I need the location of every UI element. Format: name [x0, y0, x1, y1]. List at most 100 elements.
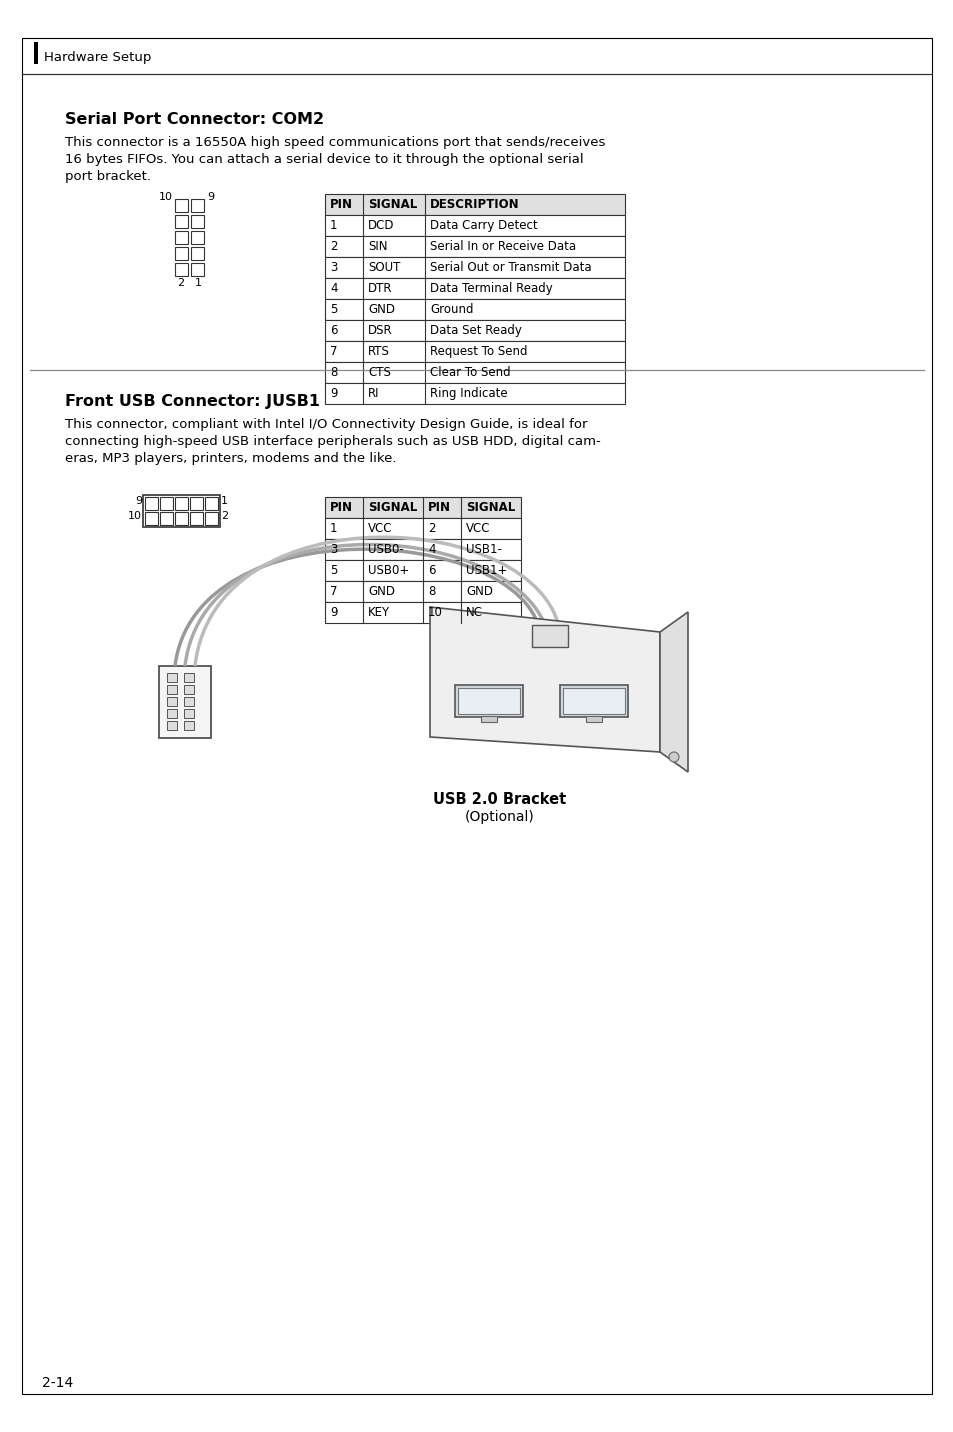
Bar [191, 231, 204, 243]
Text: DCD: DCD [368, 219, 395, 232]
Text: CTS: CTS [368, 367, 391, 379]
Text: RI: RI [368, 387, 379, 400]
Bar [325, 193, 624, 215]
Text: 8: 8 [330, 367, 337, 379]
Text: This connector, compliant with Intel I/O Connectivity Design Guide, is ideal for: This connector, compliant with Intel I/O… [65, 418, 587, 431]
Text: Ring Indicate: Ring Indicate [430, 387, 507, 400]
Bar [143, 495, 220, 527]
Text: USB0-: USB0- [368, 543, 403, 556]
Text: 9: 9 [330, 387, 337, 400]
Polygon shape [659, 611, 687, 772]
Text: 2-14: 2-14 [42, 1376, 73, 1390]
Bar [325, 581, 520, 601]
Text: 7: 7 [330, 586, 337, 599]
Text: 4: 4 [428, 543, 435, 556]
Text: 9: 9 [134, 495, 142, 505]
Bar [325, 560, 520, 581]
Bar [585, 716, 601, 722]
Text: 7: 7 [330, 345, 337, 358]
Text: 2: 2 [221, 511, 228, 521]
Text: 10: 10 [159, 192, 172, 202]
Text: 10: 10 [428, 606, 442, 619]
Text: 3: 3 [330, 543, 337, 556]
Bar [174, 231, 188, 243]
Bar [184, 697, 193, 706]
Text: USB1-: USB1- [465, 543, 501, 556]
Text: 16 bytes FIFOs. You can attach a serial device to it through the optional serial: 16 bytes FIFOs. You can attach a serial … [65, 153, 583, 166]
Bar [174, 199, 188, 212]
Bar [174, 513, 188, 526]
Bar [532, 624, 567, 647]
Bar [191, 263, 204, 276]
Text: SIGNAL: SIGNAL [465, 501, 515, 514]
Bar [159, 666, 211, 737]
Text: GND: GND [368, 304, 395, 316]
Bar [325, 319, 624, 341]
Bar [167, 720, 177, 730]
Text: SIGNAL: SIGNAL [368, 198, 416, 211]
Circle shape [668, 752, 679, 762]
Bar [325, 497, 520, 518]
Text: Data Terminal Ready: Data Terminal Ready [430, 282, 552, 295]
Text: Data Carry Detect: Data Carry Detect [430, 219, 537, 232]
Text: USB0+: USB0+ [368, 564, 409, 577]
Bar [167, 673, 177, 682]
Bar [145, 513, 158, 526]
Text: 2: 2 [330, 241, 337, 253]
Text: SIGNAL: SIGNAL [368, 501, 416, 514]
Bar [325, 256, 624, 278]
Bar [457, 687, 519, 715]
Bar [145, 497, 158, 510]
Bar [174, 246, 188, 261]
Bar [191, 199, 204, 212]
Text: RTS: RTS [368, 345, 390, 358]
Bar [184, 709, 193, 717]
Bar [205, 513, 218, 526]
Text: 2: 2 [177, 278, 184, 288]
Text: PIN: PIN [330, 198, 353, 211]
Bar [167, 709, 177, 717]
Bar [174, 497, 188, 510]
Bar [325, 601, 520, 623]
Text: 1: 1 [221, 495, 228, 505]
Text: 6: 6 [428, 564, 435, 577]
Bar [325, 538, 520, 560]
Bar [480, 716, 497, 722]
Text: SOUT: SOUT [368, 261, 400, 274]
Bar [559, 684, 627, 717]
Text: USB 2.0 Bracket: USB 2.0 Bracket [433, 792, 566, 808]
Bar [160, 513, 172, 526]
Text: NC: NC [465, 606, 482, 619]
Text: Ground: Ground [430, 304, 473, 316]
Polygon shape [430, 607, 659, 752]
Bar [455, 684, 522, 717]
Text: VCC: VCC [368, 523, 392, 536]
Text: 9: 9 [207, 192, 213, 202]
Bar [325, 362, 624, 382]
Text: 4: 4 [330, 282, 337, 295]
Bar [325, 341, 624, 362]
Text: Front USB Connector: JUSB1: Front USB Connector: JUSB1 [65, 394, 319, 410]
Text: Data Set Ready: Data Set Ready [430, 324, 521, 337]
Text: 5: 5 [330, 564, 337, 577]
Text: PIN: PIN [330, 501, 353, 514]
Bar [562, 687, 624, 715]
Bar [167, 684, 177, 695]
Bar [174, 263, 188, 276]
Text: 3: 3 [330, 261, 337, 274]
Text: connecting high-speed USB interface peripherals such as USB HDD, digital cam-: connecting high-speed USB interface peri… [65, 435, 600, 448]
Bar [190, 497, 203, 510]
Bar [167, 697, 177, 706]
Text: KEY: KEY [368, 606, 390, 619]
Text: VCC: VCC [465, 523, 490, 536]
Text: 6: 6 [330, 324, 337, 337]
Text: eras, MP3 players, printers, modems and the like.: eras, MP3 players, printers, modems and … [65, 453, 396, 465]
Bar [190, 513, 203, 526]
Bar [34, 42, 38, 64]
Text: 10: 10 [128, 511, 142, 521]
Bar [325, 518, 520, 538]
Bar [325, 215, 624, 236]
Text: 1: 1 [330, 219, 337, 232]
Text: GND: GND [465, 586, 493, 599]
Text: GND: GND [368, 586, 395, 599]
